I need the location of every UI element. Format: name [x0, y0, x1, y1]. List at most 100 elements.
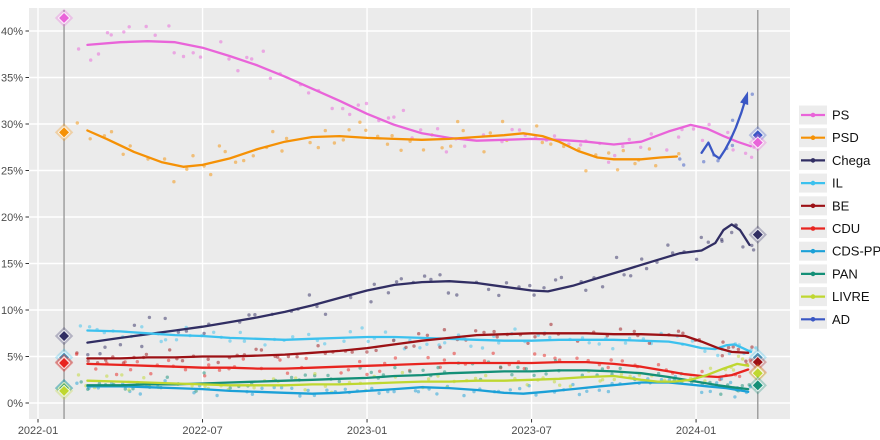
result-diamond-AD	[751, 128, 765, 142]
poll-point-PSD	[399, 148, 403, 152]
poll-point-PS	[665, 148, 669, 152]
poll-point-LIVRE	[142, 376, 146, 380]
legend-key-point	[810, 135, 816, 140]
poll-point-CDS-PP	[733, 395, 737, 399]
poll-point-LIVRE	[708, 366, 713, 370]
poll-point-PSD	[308, 140, 312, 145]
legend-label: PS	[832, 108, 850, 123]
poll-point-Chega	[163, 316, 167, 321]
legend-item-PAN: PAN	[799, 264, 858, 284]
poll-point-LIVRE	[120, 373, 124, 377]
x-tick-label: 2023-07	[511, 425, 551, 437]
poll-point-IL	[212, 330, 216, 334]
poll-point-PAN	[580, 373, 584, 377]
poll-point-CDS-PP	[215, 393, 219, 398]
legend-label: LIVRE	[832, 289, 870, 304]
poll-point-Chega	[694, 257, 699, 261]
poll-point-CDU	[442, 358, 447, 362]
poll-point-PS	[191, 51, 195, 55]
poll-point-Chega	[751, 248, 756, 252]
poll-point-Chega	[640, 257, 644, 261]
poll-point-PSD	[647, 147, 652, 151]
poll-point-BE	[750, 345, 754, 349]
poll-point-CDS-PP	[435, 392, 439, 396]
poll-point-CDS-PP	[719, 377, 724, 381]
poll-point-CDS-PP	[377, 391, 381, 395]
poll-point-BE	[316, 344, 320, 348]
legend-label: PAN	[832, 266, 858, 281]
poll-point-Chega	[176, 330, 181, 334]
poll-point-PAN	[498, 365, 503, 369]
poll-point-BE	[425, 333, 430, 337]
poll-point-Chega	[147, 315, 152, 320]
trend-line-CDU	[86, 360, 750, 379]
poll-point-PS	[306, 91, 311, 95]
poll-point-CDS-PP	[700, 390, 704, 395]
poll-point-CDS-PP	[325, 388, 329, 392]
poll-point-IL	[513, 327, 517, 331]
poll-point-PSD	[316, 145, 320, 150]
poll-point-PS	[330, 106, 334, 111]
poll-point-PSD	[482, 150, 486, 154]
poll-point-PS	[401, 108, 406, 113]
y-tick-label: 5%	[7, 352, 23, 364]
poll-point-Chega	[750, 243, 754, 248]
poll-point-BE	[144, 352, 149, 357]
poll-point-IL	[690, 339, 695, 343]
poll-point-BE	[495, 335, 499, 339]
poll-point-PSD	[223, 149, 227, 154]
poll-point-CDU	[241, 357, 245, 361]
poll-point-PS	[261, 49, 265, 53]
poll-point-PSD	[251, 154, 255, 158]
result-diamond-PAN	[751, 378, 765, 392]
poll-point-PSD	[217, 144, 222, 148]
poll-point-PS	[386, 116, 391, 120]
poll-point-PS	[552, 134, 557, 138]
poll-point-Chega	[600, 285, 605, 289]
poll-point-PSD	[271, 129, 275, 134]
poll-point-Chega	[553, 278, 558, 282]
poll-point-BE	[549, 322, 553, 327]
poll-point-Chega	[438, 273, 442, 277]
poll-point-IL	[174, 338, 179, 342]
poll-point-CDU	[700, 369, 704, 374]
poll-point-PAN	[326, 373, 330, 378]
poll-point-PS	[444, 150, 449, 154]
poll-point-PSD	[332, 141, 337, 145]
poll-point-PS	[731, 148, 735, 152]
poll-point-Chega	[699, 235, 703, 240]
poll-point-CDU	[452, 351, 456, 356]
poll-point-IL	[228, 339, 232, 343]
poll-point-PSD	[88, 137, 92, 141]
poll-point-PAN	[303, 373, 307, 377]
poll-point-IL	[291, 335, 295, 339]
poll-point-BE	[417, 332, 421, 336]
poll-point-IL	[418, 346, 422, 350]
poll-point-Chega	[386, 291, 391, 295]
poll-point-CDU	[74, 352, 79, 356]
legend-label: AD	[832, 312, 850, 327]
poll-point-LIVRE	[271, 377, 276, 381]
poll-point-Chega	[446, 291, 451, 295]
poll-point-AD	[730, 118, 735, 123]
legend-key-point	[810, 203, 816, 209]
poll-point-CDS-PP	[138, 392, 142, 396]
poll-point-PAN	[408, 369, 412, 374]
poll-point-BE	[86, 359, 90, 363]
poll-point-IL	[242, 339, 247, 343]
poll-point-Chega	[741, 245, 745, 249]
poll-point-PAN	[516, 365, 520, 369]
legend-item-AD: AD	[799, 309, 850, 329]
poll-point-PSD	[456, 119, 460, 124]
poll-point-CDU	[358, 359, 362, 364]
poll-point-PS	[172, 51, 176, 55]
poll-point-LIVRE	[703, 379, 707, 383]
poll-point-PAN	[393, 365, 397, 370]
poll-point-PAN	[740, 384, 744, 388]
poll-point-PS	[127, 25, 131, 29]
legend-item-BE: BE	[799, 196, 850, 216]
poll-point-CDS-PP	[715, 381, 719, 385]
poll-point-CDU	[426, 355, 430, 360]
poll-point-CDU	[575, 356, 579, 360]
poll-point-PSD	[535, 124, 539, 128]
